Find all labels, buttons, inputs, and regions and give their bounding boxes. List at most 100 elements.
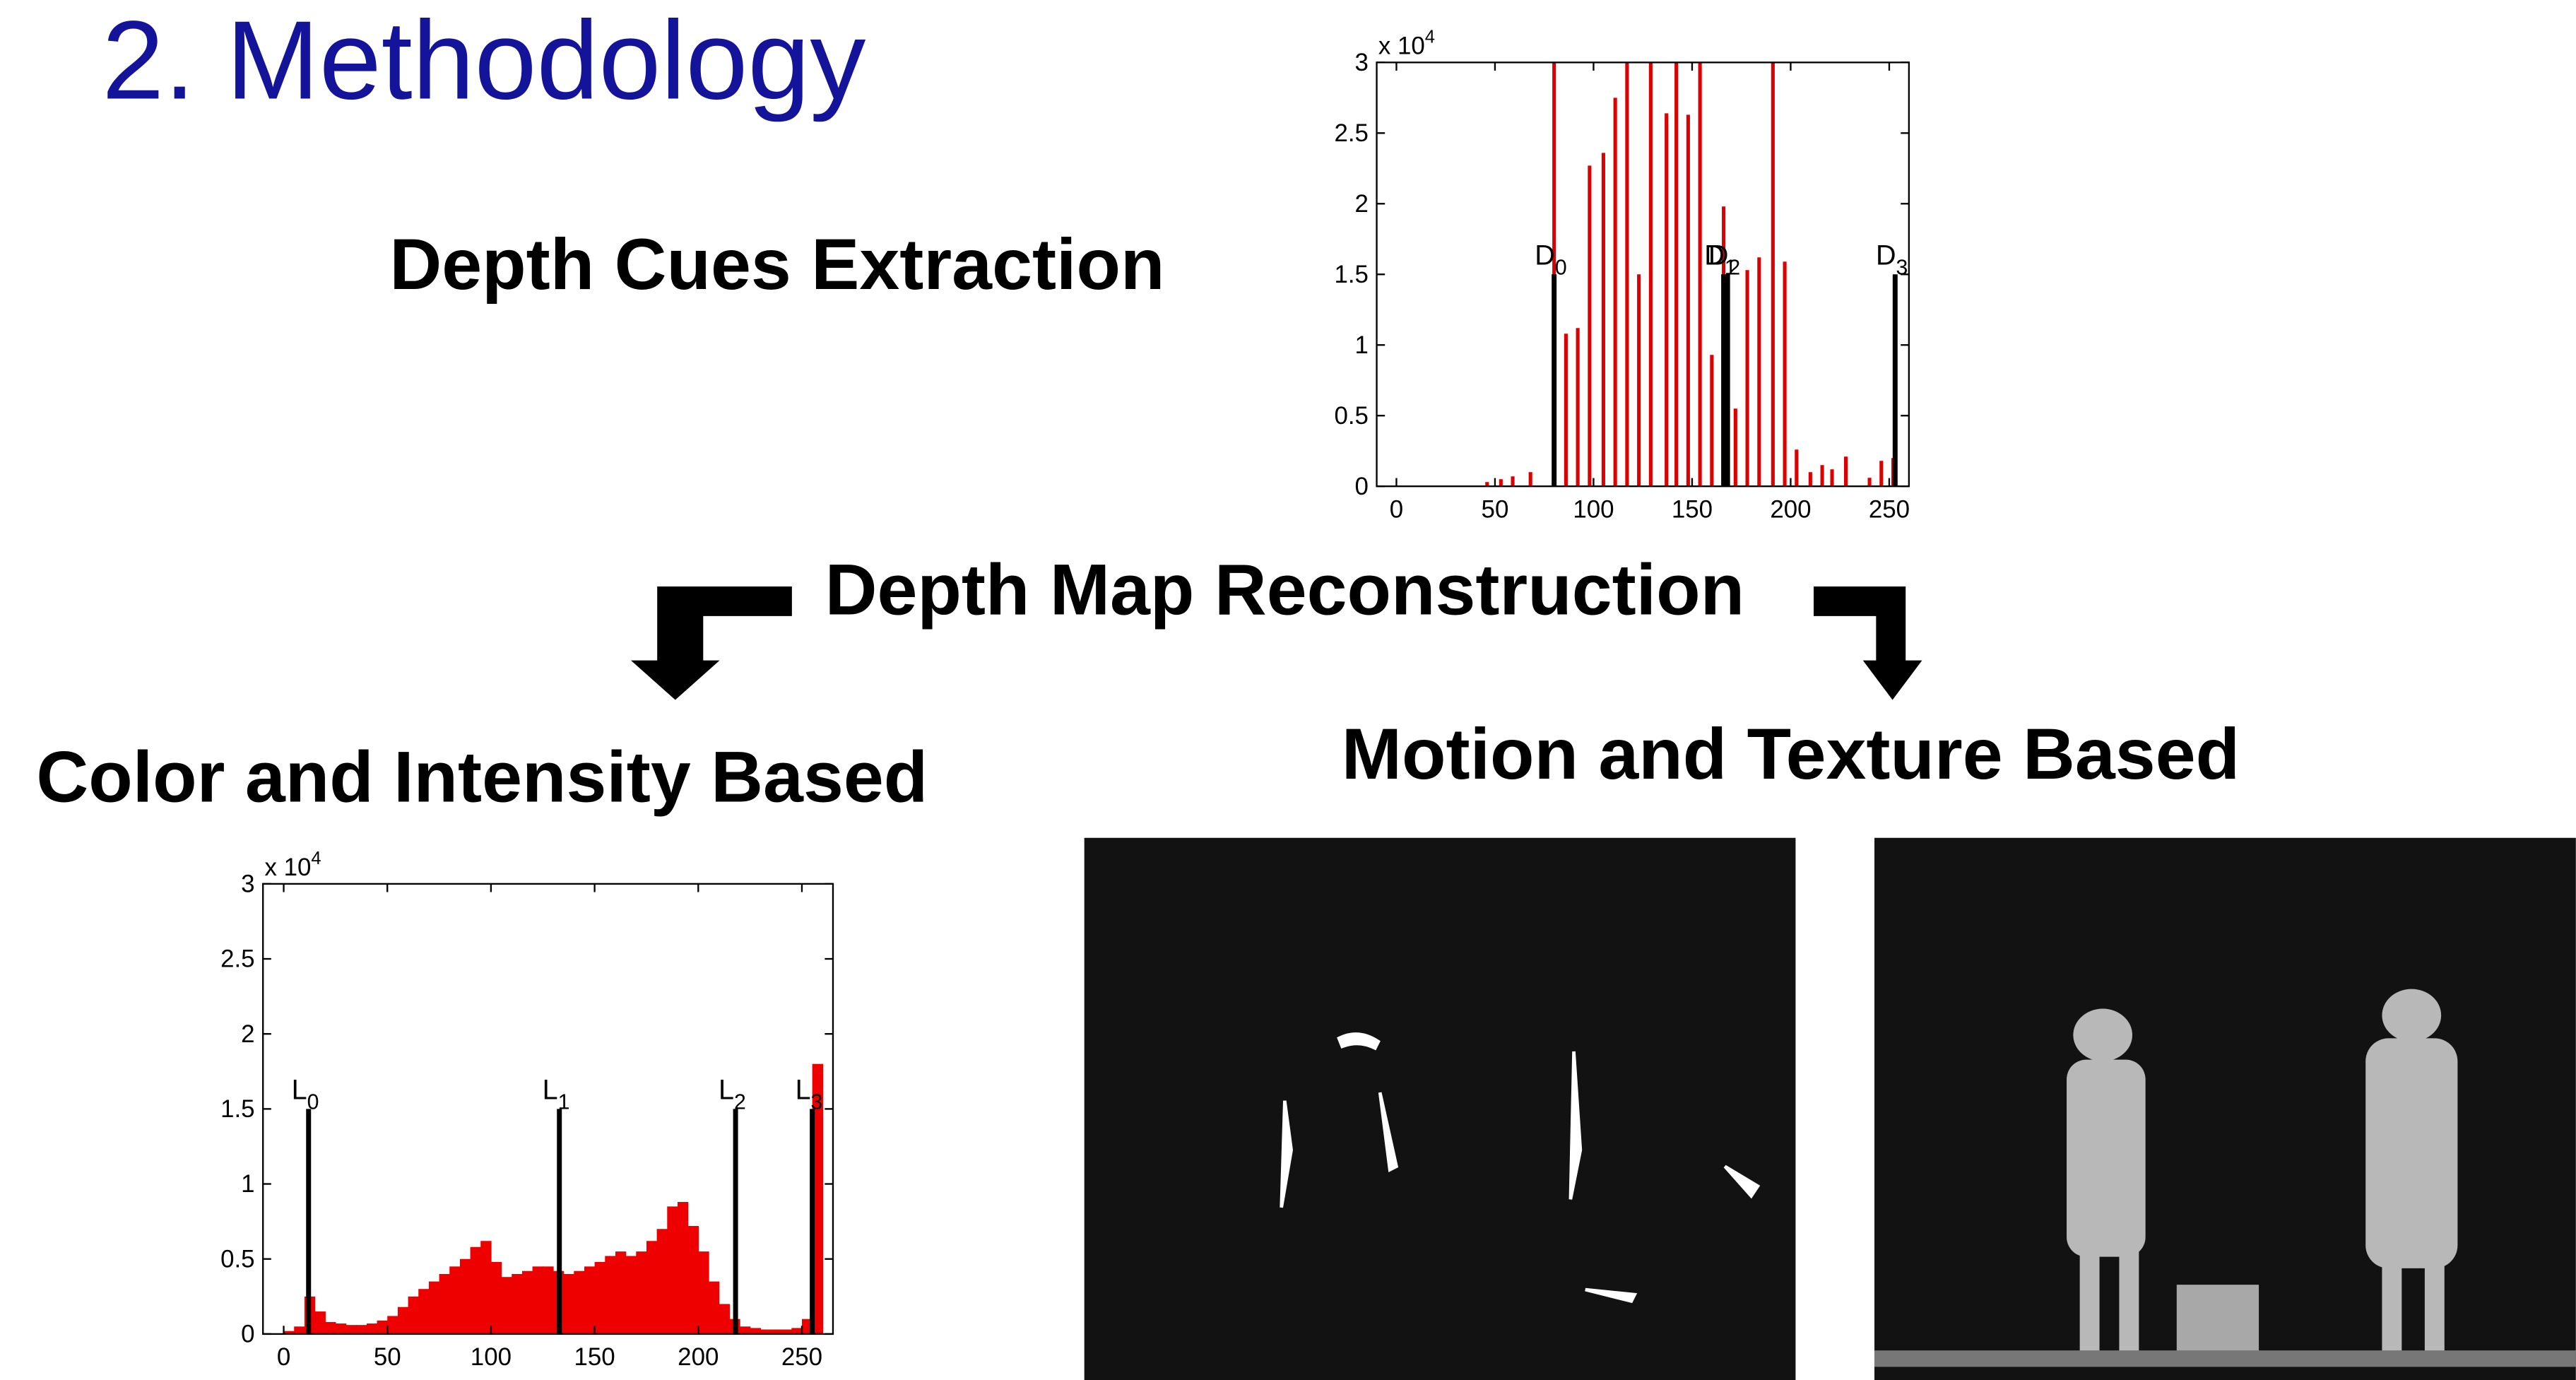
- y-tick-label: 2.5: [1334, 119, 1368, 147]
- x-tick-label: 200: [678, 1343, 719, 1371]
- y-tick-label: 1.5: [1334, 261, 1368, 288]
- marker-index: 3: [811, 1090, 823, 1114]
- y-tick-label: 0: [1355, 473, 1369, 500]
- histogram-bar: [294, 1326, 305, 1334]
- marker-index: 2: [734, 1090, 746, 1114]
- slide: 2. Methodology Depth Cues Extraction Dep…: [0, 0, 2576, 1380]
- heading: Motion and Texture Based: [1342, 713, 2240, 794]
- heading: Depth Cues Extraction: [389, 223, 1164, 305]
- y-tick-label: 2.5: [220, 945, 254, 973]
- histogram-bar: [387, 1316, 398, 1333]
- histogram-bar: [543, 1266, 553, 1334]
- histogram-bar: [491, 1262, 502, 1334]
- histogram-bar: [595, 1262, 605, 1334]
- multiplier-exponent: 4: [1425, 27, 1435, 47]
- texture-map: [1874, 838, 2576, 1380]
- histogram-bar: [429, 1282, 439, 1334]
- histogram-bar: [791, 1328, 802, 1333]
- y-tick-label: 0.5: [1334, 402, 1368, 430]
- histogram-bar: [502, 1277, 512, 1334]
- histogram-bar: [325, 1322, 336, 1334]
- x-tick-label: 100: [471, 1343, 512, 1371]
- histogram-bar: [522, 1271, 533, 1334]
- y-tick-label: 2: [1355, 190, 1369, 218]
- histogram-bar: [605, 1256, 615, 1333]
- histogram-bar: [709, 1282, 719, 1334]
- histogram-bar: [460, 1259, 471, 1334]
- plot-frame: [1377, 62, 1909, 486]
- y-tick-label: 1: [241, 1170, 254, 1198]
- histogram-bar: [418, 1289, 429, 1334]
- multiplier-base: x 10: [1378, 33, 1425, 60]
- histogram-bar: [315, 1311, 326, 1334]
- slide-title: 2. Methodology: [102, 0, 865, 122]
- histogram-bar: [346, 1325, 357, 1334]
- histogram-bar: [398, 1307, 408, 1334]
- marker-letter: L: [719, 1074, 734, 1105]
- histogram-bar: [449, 1266, 460, 1334]
- histogram-bar: [408, 1297, 419, 1334]
- axis-multiplier: x 104: [1378, 27, 1435, 59]
- histogram-bar: [626, 1256, 637, 1333]
- histogram-bar: [574, 1271, 584, 1334]
- arrow-left: [631, 586, 792, 700]
- marker-index: 0: [307, 1090, 319, 1114]
- histogram-bar: [377, 1321, 388, 1334]
- marker-index: 3: [1896, 256, 1908, 279]
- marker-label: D0: [1535, 240, 1566, 279]
- histogram-bar: [667, 1206, 678, 1333]
- x-tick-label: 200: [1770, 495, 1811, 523]
- histogram-bar: [564, 1274, 574, 1334]
- marker-index: 0: [1555, 256, 1567, 279]
- x-tick-label: 150: [574, 1343, 615, 1371]
- x-tick-label: 250: [781, 1343, 822, 1371]
- multiplier-base: x 10: [265, 854, 312, 881]
- page: {"title": "2. Methodology", "headings": …: [0, 0, 2576, 1380]
- x-tick-label: 100: [1573, 495, 1614, 523]
- histogram-bar: [698, 1251, 709, 1334]
- histogram-bar: [646, 1241, 657, 1334]
- x-tick-label: 0: [277, 1343, 290, 1371]
- marker-letter: D: [1535, 240, 1555, 271]
- arrow-right: [1814, 586, 1922, 700]
- marker-index: 2: [1728, 256, 1740, 279]
- histogram-bar: [657, 1229, 668, 1334]
- x-tick-label: 150: [1672, 495, 1713, 523]
- marker-letter: L: [796, 1074, 811, 1105]
- histogram-bar: [533, 1266, 543, 1334]
- histogram-bar: [678, 1202, 688, 1334]
- histogram-bar: [584, 1266, 595, 1334]
- histogram-bar: [750, 1328, 761, 1333]
- marker-label: L0: [292, 1074, 319, 1114]
- histogram-bar: [439, 1274, 450, 1334]
- x-tick-label: 0: [1390, 495, 1403, 523]
- marker-index: 1: [558, 1090, 570, 1114]
- marker-letter: L: [292, 1074, 307, 1105]
- marker-label: L2: [719, 1074, 746, 1114]
- heading: Color and Intensity Based: [36, 736, 928, 818]
- histogram-bar: [480, 1241, 491, 1334]
- y-tick-label: 1.5: [220, 1095, 254, 1123]
- axis-multiplier: x 104: [265, 849, 321, 881]
- y-tick-label: 3: [1355, 49, 1369, 76]
- heading: Depth Map Reconstruction: [825, 549, 1744, 630]
- histogram-bar: [719, 1304, 730, 1333]
- histogram-bar: [688, 1226, 699, 1334]
- x-tick-label: 50: [1482, 495, 1509, 523]
- marker-label: D3: [1876, 240, 1908, 279]
- marker-letter: D: [1708, 240, 1729, 271]
- x-tick-label: 50: [374, 1343, 401, 1371]
- x-tick-label: 250: [1869, 495, 1910, 523]
- y-tick-label: 1: [1355, 331, 1369, 359]
- y-tick-label: 0.5: [220, 1245, 254, 1273]
- histogram-bar: [512, 1274, 522, 1334]
- histogram-bar: [471, 1247, 481, 1334]
- y-tick-label: 3: [241, 870, 254, 897]
- histogram-bar: [336, 1323, 346, 1334]
- y-tick-label: 2: [241, 1020, 254, 1048]
- histogram-bar: [356, 1325, 367, 1334]
- motion-map: [1085, 838, 1796, 1380]
- histogram-bar: [740, 1326, 750, 1334]
